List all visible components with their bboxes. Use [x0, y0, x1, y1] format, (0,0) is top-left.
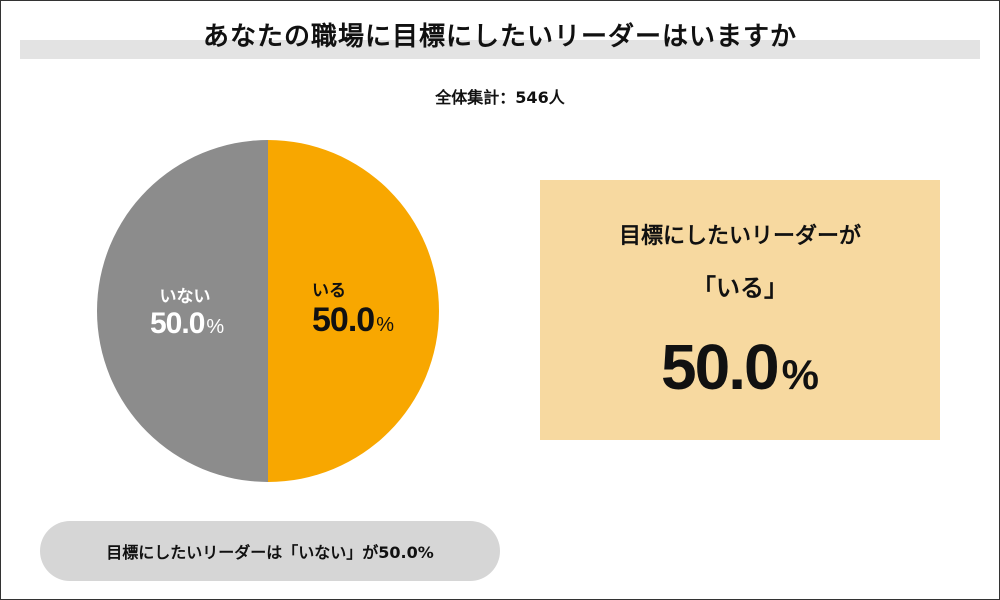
slice-value-inai: 50.0%: [150, 307, 224, 340]
page-title: あなたの職場に目標にしたいリーダーはいますか: [202, 22, 797, 52]
summary-note-text: 目標にしたいリーダーは「いない」が50.0%: [106, 543, 434, 562]
slice-value-iru: 50.0%: [312, 301, 394, 339]
pie-slice-inai: [97, 140, 268, 482]
highlight-percentage: 50.0%: [661, 331, 819, 403]
summary-note-pill: 目標にしたいリーダーは「いない」が50.0%: [40, 521, 500, 581]
respondent-total: 全体集計：546人: [435, 88, 565, 107]
highlight-box: 目標にしたいリーダーが 「いる」 50.0%: [540, 180, 940, 440]
pie-chart: [97, 140, 439, 482]
slice-label-iru: いる 50.0%: [312, 276, 394, 340]
slice-name-inai: いない: [159, 287, 211, 307]
slice-label-inai: いない 50.0%: [150, 282, 224, 341]
slice-name-iru: いる: [312, 281, 346, 301]
pie-slice-iru: [268, 140, 439, 482]
highlight-heading: 目標にしたいリーダーが: [618, 224, 861, 249]
title-underline-bar: [20, 40, 980, 59]
highlight-answer: 「いる」: [692, 274, 788, 302]
